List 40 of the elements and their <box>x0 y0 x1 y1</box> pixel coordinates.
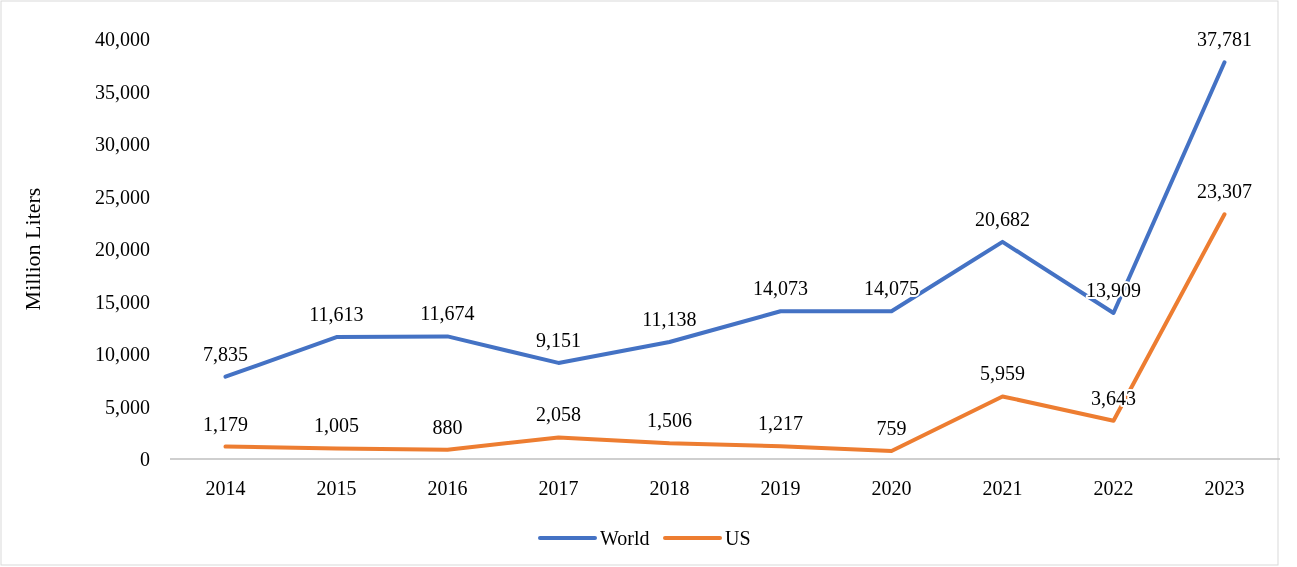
y-tick-label: 10,000 <box>95 343 150 365</box>
legend-label: World <box>600 527 650 549</box>
x-tick-label: 2018 <box>649 477 690 499</box>
x-tick-label: 2022 <box>1093 477 1134 499</box>
data-label: 14,073 <box>753 277 808 300</box>
data-label: 2,058 <box>536 403 581 426</box>
data-label: 1,506 <box>647 409 692 432</box>
legend-label: US <box>725 527 751 549</box>
x-tick-label: 2016 <box>427 477 468 499</box>
data-label: 759 <box>876 417 907 440</box>
data-label: 5,959 <box>980 362 1025 385</box>
data-label: 7,835 <box>203 342 248 365</box>
x-tick-label: 2014 <box>205 477 246 499</box>
data-label: 14,075 <box>864 277 919 300</box>
x-tick-label: 2020 <box>871 477 912 499</box>
y-tick-label: 0 <box>140 448 150 470</box>
y-axis-title: Million Liters <box>20 187 45 311</box>
x-tick-label: 2015 <box>316 477 357 499</box>
y-tick-label: 15,000 <box>95 290 150 313</box>
data-label: 11,674 <box>420 302 475 325</box>
data-label: 1,217 <box>758 412 803 435</box>
data-label: 11,613 <box>309 303 364 326</box>
x-tick-label: 2023 <box>1204 477 1245 499</box>
data-label: 11,138 <box>642 308 697 331</box>
data-label: 23,307 <box>1197 180 1252 203</box>
y-tick-label: 20,000 <box>95 238 150 260</box>
data-label: 880 <box>432 415 463 438</box>
data-label: 20,682 <box>975 207 1030 230</box>
data-label: 9,151 <box>536 328 581 351</box>
y-tick-label: 5,000 <box>105 395 150 418</box>
data-label: 1,179 <box>203 412 248 435</box>
x-tick-label: 2017 <box>538 477 579 499</box>
y-tick-label: 35,000 <box>95 80 150 103</box>
data-label: 1,005 <box>314 414 359 437</box>
y-tick-label: 25,000 <box>95 185 150 208</box>
x-tick-label: 2021 <box>982 477 1023 499</box>
y-tick-label: 40,000 <box>95 28 150 50</box>
y-tick-label: 30,000 <box>95 133 150 155</box>
x-tick-label: 2019 <box>760 477 801 499</box>
data-label: 37,781 <box>1197 28 1252 51</box>
